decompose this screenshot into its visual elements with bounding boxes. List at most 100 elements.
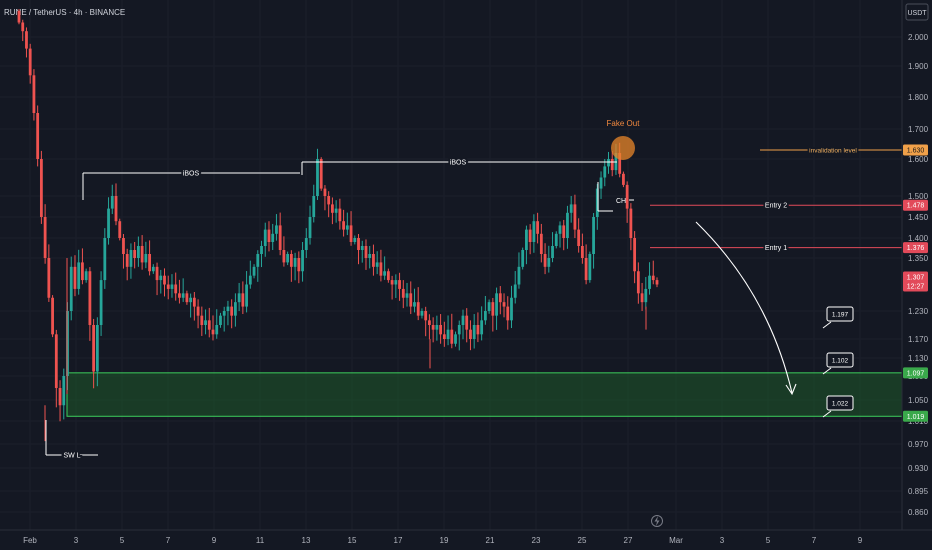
price-tag: 1.376 <box>903 242 928 254</box>
candle <box>379 249 383 282</box>
candle <box>338 198 342 230</box>
demand-zone-group <box>66 372 903 417</box>
time-tick-label: 3 <box>74 536 79 545</box>
candle <box>476 312 480 343</box>
candle <box>547 245 551 273</box>
candle <box>185 290 189 305</box>
candle <box>386 268 390 283</box>
candle <box>480 306 484 341</box>
candle <box>151 264 155 274</box>
candle <box>416 287 420 321</box>
price-tick-label: 1.800 <box>908 93 929 102</box>
candle <box>394 274 398 298</box>
price-tick-label: 0.860 <box>908 508 929 517</box>
candle <box>159 269 163 294</box>
candle <box>170 274 174 298</box>
price-tag-value: 1.376 <box>907 245 925 252</box>
lightning-icon[interactable] <box>651 515 663 527</box>
candle <box>129 243 133 279</box>
candle <box>566 205 569 249</box>
candle <box>196 299 200 329</box>
candle <box>84 268 88 283</box>
candle <box>450 313 454 349</box>
time-tick-label: 3 <box>720 536 725 545</box>
candle <box>316 148 319 200</box>
currency-badge-label: USDT <box>907 10 927 17</box>
price-tag: 1.478 <box>903 199 928 211</box>
candle <box>230 299 234 329</box>
entry-2-label: Entry 2 <box>765 203 787 210</box>
candle <box>178 279 181 304</box>
candle <box>491 297 495 332</box>
candle <box>252 264 256 279</box>
candle <box>569 196 573 223</box>
candle <box>580 233 584 264</box>
candle <box>133 242 137 269</box>
annotations: iBOS iBOS Fake Out CH SW L invalidation level… <box>45 119 902 462</box>
target-callout-label: 1.022 <box>832 401 849 408</box>
time-tick-label: Feb <box>23 536 37 545</box>
candle <box>62 368 66 420</box>
candle <box>163 268 166 297</box>
projection-arrow <box>695 221 793 394</box>
candle <box>47 244 51 302</box>
candle <box>420 308 424 319</box>
candle <box>401 280 405 309</box>
candle <box>327 191 331 218</box>
candle <box>69 256 73 321</box>
candle <box>304 228 308 258</box>
time-axis[interactable]: Feb 3 5 7 9 11 13 15 17 19 21 23 25 27 Mar 3 5 7 9 <box>23 536 863 545</box>
candle <box>211 315 215 341</box>
candle <box>293 252 297 281</box>
currency-badge[interactable]: USDT <box>905 3 929 21</box>
candle <box>148 240 151 276</box>
candle <box>506 296 510 330</box>
time-tick-label: 5 <box>766 536 771 545</box>
candle <box>439 314 443 344</box>
price-tick-label: 0.895 <box>908 487 929 496</box>
target-callout[interactable]: 1.102 <box>822 352 854 375</box>
fake-out-label: Fake Out <box>607 119 641 128</box>
candle <box>521 247 525 270</box>
candle <box>502 293 506 318</box>
candle <box>588 251 592 283</box>
candle <box>297 251 301 284</box>
candle <box>271 223 275 250</box>
candle <box>461 309 465 340</box>
candle <box>54 329 58 408</box>
price-tick-label: 1.450 <box>908 213 929 222</box>
candle <box>599 171 603 199</box>
candle <box>301 242 304 282</box>
ibos-1-label: iBOS <box>183 171 200 178</box>
time-tick-label: 23 <box>532 536 541 545</box>
candle <box>43 204 47 264</box>
candle <box>498 286 502 315</box>
candle <box>510 285 513 329</box>
candle <box>275 214 278 241</box>
candle <box>245 271 248 313</box>
target-callout[interactable]: 1.022 <box>822 395 854 418</box>
candle <box>189 293 193 318</box>
time-tick-label: 9 <box>858 536 863 545</box>
candle <box>248 260 252 289</box>
time-tick-label: 11 <box>256 536 265 545</box>
candle <box>88 267 92 341</box>
time-tick-label: 5 <box>120 536 125 545</box>
time-tick-label: 9 <box>212 536 217 545</box>
price-tag: 1.630 <box>903 144 928 156</box>
price-tag: 1.307 12:27 <box>903 271 928 292</box>
candle <box>92 318 96 389</box>
candle <box>95 317 99 387</box>
candle <box>435 315 439 341</box>
candle <box>528 224 532 255</box>
candle <box>592 213 595 269</box>
target-callout[interactable]: 1.197 <box>822 306 854 329</box>
price-tick-label: 1.230 <box>908 307 929 316</box>
candle <box>525 225 528 265</box>
candle <box>472 314 476 349</box>
candle <box>483 295 487 325</box>
price-tags: 1.630 1.478 1.376 1.307 12:27 1.097 1.019 <box>903 144 928 422</box>
candle <box>431 317 435 343</box>
